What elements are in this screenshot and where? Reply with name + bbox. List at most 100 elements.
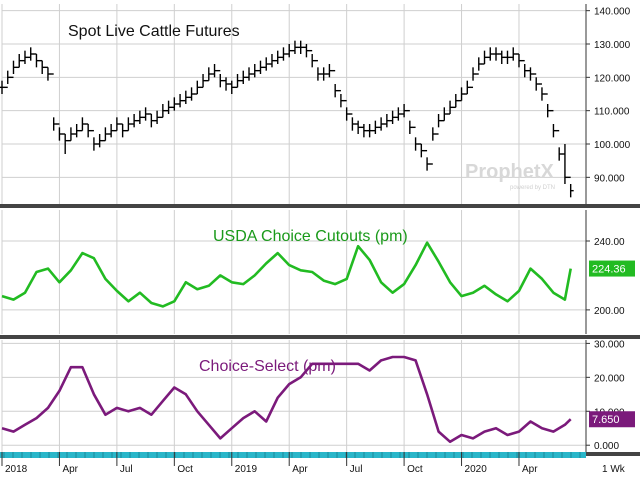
ohlc-bar [96, 134, 103, 148]
x-tick-label: Jul [350, 464, 363, 475]
watermark-tagline: powered by DTN [510, 185, 555, 191]
grid-lines [1, 4, 586, 452]
last-value-label: 224.36 [592, 264, 626, 276]
ohlc-bar [538, 83, 545, 101]
ohlc-bar [286, 44, 293, 58]
ohlc-bar [303, 44, 310, 58]
ohlc-bar [481, 50, 488, 65]
ohlc-bar [429, 127, 436, 165]
y-tick-label: 140.000 [594, 7, 631, 18]
panel2-title: USDA Choice Cutouts (pm) [213, 228, 408, 245]
ohlc-bar [378, 117, 385, 131]
y-tick-label: 100.000 [594, 140, 631, 151]
ohlc-bar [240, 70, 247, 84]
ohlc-bar [355, 120, 362, 134]
x-tick-label: Apr [522, 464, 538, 475]
ohlc-bar [102, 127, 109, 142]
ohlc-bar [349, 113, 356, 131]
last-value-labels: 224.36 7.650 [589, 260, 635, 428]
x-tick-label: Apr [62, 464, 78, 475]
y-tick-label: 120.000 [594, 73, 631, 84]
ohlc-bar [372, 120, 379, 134]
y-tick-label: 20.000 [594, 373, 625, 384]
ohlc-bar [217, 69, 224, 88]
ohlc-bar [56, 123, 63, 141]
ohlc-bar [200, 74, 207, 89]
ohlc-bar [257, 60, 264, 74]
ohlc-bar [39, 59, 46, 74]
x-tick-label: Oct [177, 464, 193, 475]
ohlc-bar [142, 107, 149, 121]
ohlc-bar [326, 64, 333, 78]
ohlc-bar [567, 176, 574, 198]
ohlc-bar [73, 124, 80, 138]
ohlc-bar [79, 117, 86, 132]
panel1-title: Spot Live Cattle Futures [68, 23, 240, 40]
periodicity-label: 1 Wk [602, 464, 626, 475]
ohlc-bar [458, 87, 465, 102]
ohlc-bar [360, 124, 367, 138]
series-layer [0, 40, 574, 444]
ohlc-bar [113, 117, 120, 132]
ohlc-bar [85, 123, 92, 138]
ohlc-bar [4, 70, 11, 89]
ohlc-bar [21, 50, 28, 64]
ohlc-bar [223, 77, 230, 91]
ohlc-bar [309, 49, 316, 68]
last-value-label: 7.650 [592, 414, 620, 426]
watermark-brand: ProphetX [465, 161, 555, 183]
last-value-box [589, 260, 635, 277]
ohlc-bar [62, 133, 69, 154]
ohlc-bar [154, 110, 161, 124]
ohlc-bar [67, 127, 74, 142]
ohlc-bar [441, 107, 448, 122]
ohlc-bar [527, 67, 534, 81]
ohlc-bar [10, 60, 17, 79]
ohlc-bar [165, 100, 172, 114]
x-tick-label: 2018 [5, 464, 28, 475]
ohlc-bar [504, 50, 511, 64]
x-tick-label: Jul [120, 464, 133, 475]
ohlc-bar [389, 110, 396, 124]
ohlc-bar [27, 47, 34, 61]
ohlc-bar [314, 59, 321, 81]
ohlc-bar [182, 90, 189, 104]
panel-titles: Spot Live Cattle Futures USDA Choice Cut… [68, 23, 408, 375]
ohlc-bar [188, 87, 195, 101]
ohlc-bar [498, 50, 505, 64]
y-tick-label: 130.000 [594, 40, 631, 51]
time-axis-band [0, 452, 586, 458]
right-axis-ticks: 140.000 130.000 120.000 110.000 100.000 90.00… [586, 7, 631, 452]
ohlc-bar [418, 143, 425, 158]
ohlc-bar [205, 67, 212, 82]
ohlc-bar [406, 109, 413, 134]
ohlc-bar [401, 104, 408, 118]
ohlc-bar [487, 47, 494, 61]
ohlc-bar [493, 47, 500, 61]
ohlc-bar [50, 73, 57, 131]
ohlc-bar [550, 109, 557, 138]
ohlc-bar [533, 73, 540, 91]
ohlc-bar [424, 149, 431, 171]
ohlc-bar [510, 47, 517, 61]
ohlc-bar [343, 99, 350, 121]
panel-divider [0, 204, 640, 208]
y-tick-label: 110.000 [594, 107, 630, 118]
ohlc-bar [412, 126, 419, 151]
last-value-box [589, 411, 635, 428]
ohlc-bar [90, 129, 97, 151]
ohlc-bar [136, 110, 143, 124]
y-tick-label: 240.00 [594, 237, 625, 248]
ohlc-bar [44, 66, 51, 81]
ohlc-bar [177, 94, 184, 108]
ohlc-bar [556, 129, 563, 161]
ohlc-bar [268, 54, 275, 68]
ohlc-bar [131, 114, 138, 128]
ohlc-bar [108, 124, 115, 138]
ohlc-bar [280, 47, 287, 61]
x-tick-label: Apr [292, 464, 308, 475]
ohlc-bar [470, 67, 477, 89]
x-tick-label: 2019 [235, 464, 258, 475]
ohlc-bar [521, 59, 528, 78]
